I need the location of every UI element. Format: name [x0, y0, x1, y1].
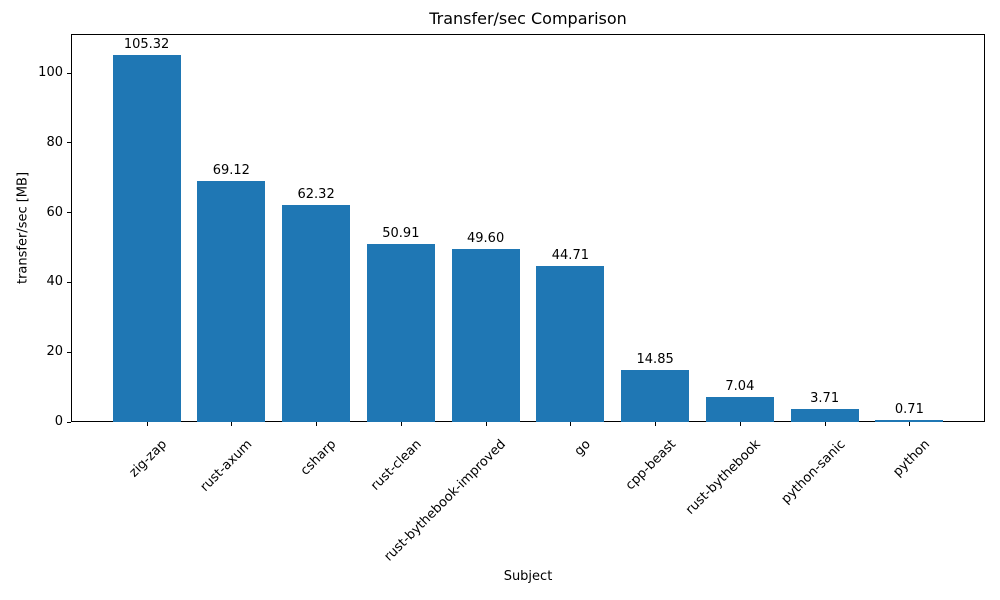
y-tick-label: 100: [38, 65, 63, 81]
bar-value-label: 49.60: [467, 230, 505, 246]
bar-rust-bythebook: [705, 397, 774, 422]
bar-value-label: 62.32: [297, 186, 335, 202]
x-tick: [824, 422, 826, 426]
x-tick-label: rust-bythebook: [682, 437, 764, 518]
bar-zig-zap: [112, 54, 181, 422]
bar-rust-bythebook-improved: [451, 248, 520, 422]
x-tick: [231, 422, 233, 426]
x-axis-label: Subject: [503, 569, 553, 584]
y-tick: [67, 212, 71, 214]
y-tick-label: 20: [46, 344, 63, 360]
bar-value-label: 50.91: [382, 226, 420, 242]
x-tick-label: cpp-beast: [622, 437, 679, 494]
x-tick: [400, 422, 402, 426]
y-tick-label: 80: [46, 134, 63, 150]
x-tick: [909, 422, 911, 426]
bar-value-label: 14.85: [636, 352, 674, 368]
bar-value-label: 69.12: [212, 162, 250, 178]
y-tick-label: 0: [54, 414, 63, 429]
bar-csharp: [282, 204, 351, 422]
bar-value-label: 3.71: [810, 391, 840, 407]
bar-rust-clean: [366, 244, 435, 422]
y-axis-label: transfer/sec [MB]: [15, 171, 31, 285]
x-tick-label: rust-clean: [367, 437, 425, 494]
bar-python: [875, 419, 944, 422]
x-tick: [485, 422, 487, 426]
y-tick: [67, 281, 71, 283]
bar-rust-axum: [197, 180, 266, 422]
y-tick: [67, 421, 71, 423]
x-tick: [316, 422, 318, 426]
x-tick-label: python-sanic: [778, 437, 849, 507]
x-tick: [739, 422, 741, 426]
y-tick: [67, 142, 71, 144]
bar-value-label: 44.71: [551, 247, 589, 263]
bar-python-sanic: [790, 409, 859, 422]
x-tick-label: zig-zap: [126, 437, 171, 481]
bar-value-label: 105.32: [123, 36, 170, 52]
y-tick-label: 60: [46, 204, 63, 220]
y-tick: [67, 72, 71, 74]
bar-value-label: 0.71: [894, 401, 924, 417]
chart-title: Transfer/sec Comparison: [429, 9, 627, 28]
x-tick-label: rust-axum: [197, 437, 255, 495]
bar-go: [536, 265, 605, 422]
x-tick: [655, 422, 657, 426]
bar-value-label: 7.04: [725, 379, 755, 395]
x-tick-label: go: [571, 437, 594, 460]
bar-cpp-beast: [621, 370, 690, 422]
x-tick-label: csharp: [298, 437, 340, 479]
x-tick: [570, 422, 572, 426]
y-tick-label: 40: [46, 274, 63, 290]
x-tick-label: python: [890, 437, 934, 480]
x-tick: [146, 422, 148, 426]
y-tick: [67, 351, 71, 353]
